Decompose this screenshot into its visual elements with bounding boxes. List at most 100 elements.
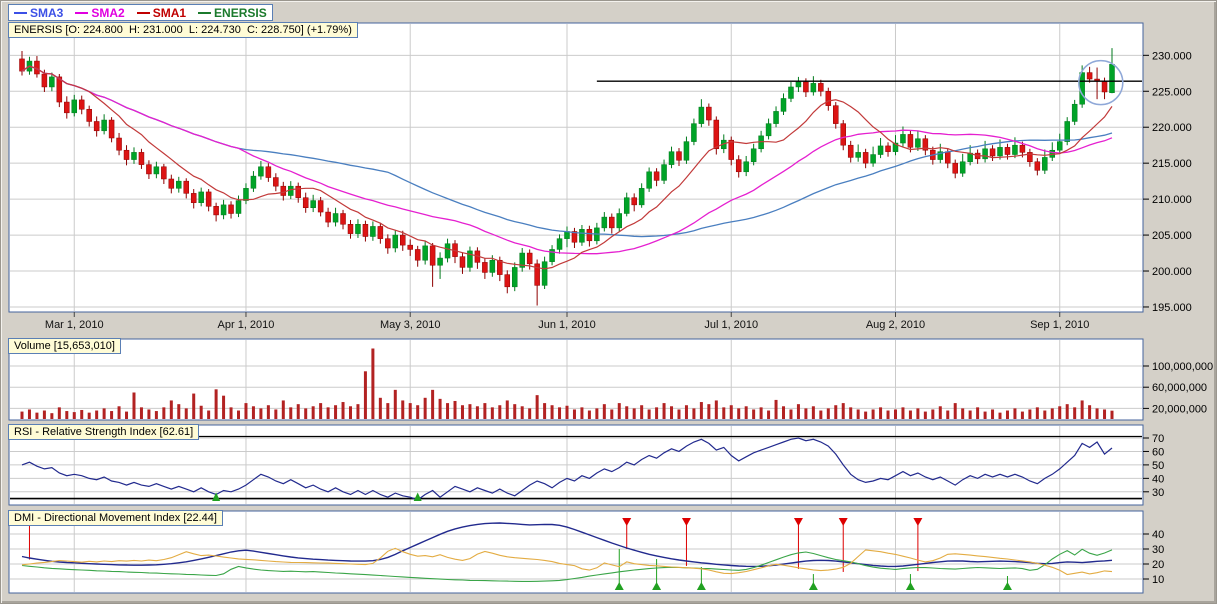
volume-bar — [625, 406, 629, 419]
candle-down — [146, 164, 152, 175]
candle-down — [1034, 161, 1041, 171]
volume-bar — [632, 408, 636, 419]
rsi-buy-signal-triangle — [212, 492, 221, 502]
volume-bar — [640, 405, 644, 419]
volume-bar — [169, 400, 173, 419]
volume-bar — [222, 395, 226, 419]
volume-bar — [281, 400, 285, 419]
candle-up — [422, 245, 428, 261]
volume-bar — [1020, 411, 1024, 419]
date-axis-label: Jun 1, 2010 — [538, 319, 596, 331]
volume-bar — [453, 400, 457, 419]
volume-bar — [1005, 410, 1009, 419]
candle-up — [198, 191, 204, 203]
rsi-axis-tick-label: 70 — [1152, 433, 1164, 445]
candle-down — [1101, 80, 1108, 93]
candle-up — [698, 106, 705, 124]
candle-up — [661, 164, 667, 181]
volume-bar — [1058, 406, 1062, 419]
legend-line-swatch — [14, 11, 27, 14]
candle-up — [1012, 144, 1018, 155]
candle-up — [855, 152, 861, 158]
candle-up — [877, 145, 884, 155]
legend-item-sma2[interactable]: SMA2 — [75, 6, 125, 20]
candle-up — [564, 231, 570, 239]
volume-bar — [602, 404, 606, 419]
date-axis-label: Aug 2, 2010 — [866, 319, 925, 331]
volume-bar — [699, 402, 703, 419]
volume-bar — [722, 407, 726, 419]
candle-up — [49, 76, 55, 88]
candle-down — [190, 193, 197, 203]
volume-title-text: Volume [15,653,010] — [14, 340, 115, 352]
price-axis-tick-label: 230.000 — [1152, 50, 1192, 62]
candle-up — [355, 224, 361, 234]
rsi-axis-tick-label: 40 — [1152, 473, 1164, 485]
candle-up — [1064, 121, 1070, 142]
candle-down — [108, 119, 115, 139]
volume-bar — [610, 409, 614, 419]
candle-up — [750, 148, 757, 162]
volume-bar — [908, 410, 912, 419]
dmi-sell-signal-triangle — [622, 518, 632, 526]
candle-down — [653, 171, 660, 181]
volume-bar — [819, 410, 823, 419]
date-axis-label: May 3, 2010 — [380, 319, 441, 331]
candle-up — [683, 141, 690, 161]
volume-bars-layer — [20, 348, 1114, 419]
rsi-axis-tick-label: 60 — [1152, 446, 1164, 458]
volume-bar — [229, 407, 233, 419]
dmi-buy-signal-triangle — [1002, 582, 1012, 590]
volume-bar — [886, 410, 890, 419]
candle-up — [444, 243, 451, 259]
volume-axis-tick-label: 100,000,000 — [1152, 361, 1213, 373]
candle-down — [706, 106, 712, 121]
legend-item-sma3[interactable]: SMA3 — [14, 6, 63, 20]
legend-item-label: SMA1 — [152, 5, 187, 20]
candle-down — [116, 137, 122, 151]
candle-down — [280, 185, 287, 196]
price-plot-area — [8, 22, 1144, 313]
legend-item-enersis[interactable]: ENERSIS — [198, 6, 267, 20]
volume-bar — [371, 348, 375, 419]
candle-down — [317, 200, 324, 213]
volume-bar — [759, 407, 763, 419]
volume-bar — [983, 411, 987, 419]
candle-down — [482, 262, 488, 273]
legend-line-swatch — [75, 11, 89, 14]
candle-up — [541, 261, 548, 286]
volume-bar — [438, 398, 442, 419]
candle-up — [616, 213, 623, 229]
quote-ohlc-text: ENERSIS [O: 224.800 H: 231.000 L: 224.73… — [14, 24, 352, 36]
candle-down — [609, 216, 615, 229]
candle-up — [258, 166, 264, 177]
volume-bar — [1073, 407, 1077, 419]
sma2-line — [21, 65, 1113, 255]
candle-up — [370, 226, 376, 237]
candle-down — [526, 252, 533, 265]
candle-down — [586, 229, 593, 242]
volume-bar — [931, 409, 935, 419]
volume-bar — [1065, 404, 1069, 419]
candle-down — [945, 151, 951, 164]
volume-bar — [72, 412, 76, 419]
candle-down — [1027, 152, 1033, 162]
volume-bar — [274, 409, 278, 419]
volume-bar — [1028, 409, 1032, 419]
volume-bar — [655, 407, 659, 419]
candle-up — [556, 238, 563, 250]
candle-down — [429, 245, 436, 266]
candle-up — [519, 252, 525, 268]
volume-axis-tick-label: 60,000,000 — [1152, 382, 1207, 394]
legend-item-sma1[interactable]: SMA1 — [136, 5, 187, 20]
volume-bar — [968, 410, 972, 419]
volume-bar — [214, 389, 218, 419]
date-axis-label: Jul 1, 2010 — [704, 319, 758, 331]
candle-down — [840, 123, 846, 146]
volume-bar — [647, 409, 651, 419]
candle-up — [579, 229, 585, 243]
volume-bar — [408, 403, 412, 419]
dmi-di-minus-line — [21, 547, 1113, 576]
legend-item-label: SMA3 — [30, 5, 64, 20]
